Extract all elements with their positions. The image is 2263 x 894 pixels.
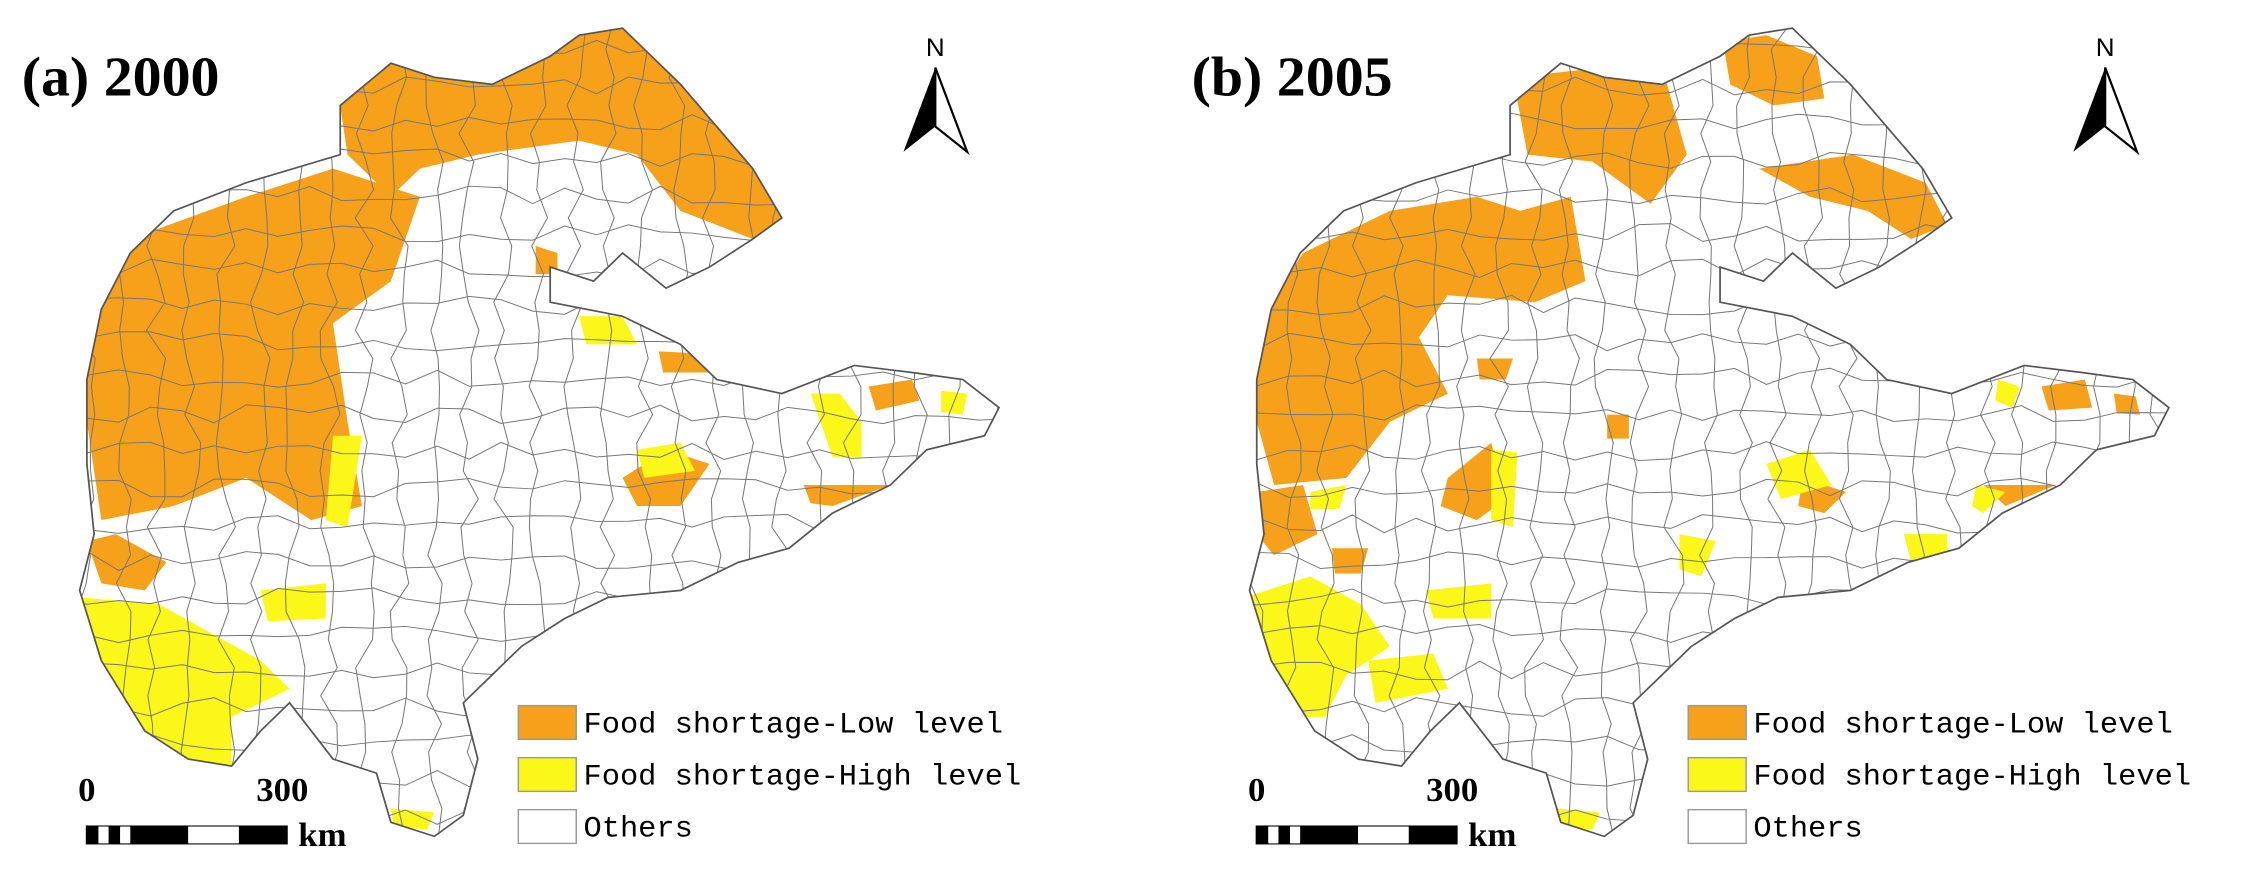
- scale-segment: [238, 826, 287, 844]
- panel-title: (b) 2005: [1192, 46, 1393, 108]
- district-area: [1426, 583, 1492, 619]
- legend-label: Food shortage-Low level: [583, 708, 1002, 741]
- north-arrow-left: [903, 67, 936, 152]
- region-outline: [78, 27, 1001, 838]
- district-area: [1759, 154, 1948, 239]
- district-area: [1440, 442, 1506, 521]
- district-border: [79, 369, 1000, 393]
- district-area: [1256, 484, 1318, 556]
- district-border: [1249, 441, 2169, 462]
- district-area: [1607, 414, 1629, 439]
- legend-label: Food shortage-Low level: [1753, 708, 2172, 741]
- district-area: [1491, 449, 1518, 528]
- district-area: [1256, 196, 1586, 485]
- district-area: [637, 442, 695, 478]
- district-border: [1249, 404, 2169, 424]
- district-area: [1368, 653, 1448, 703]
- scale-segment: [86, 826, 99, 844]
- north-label: N: [926, 35, 945, 63]
- district-area: [1995, 379, 2020, 408]
- district-border: [1558, 28, 1580, 837]
- map-panel: (a) 2000 N 0 300 km Food shortage-Low level Fo…: [22, 27, 1021, 854]
- scale-unit: km: [298, 817, 346, 854]
- legend-swatch: [517, 756, 577, 793]
- panel-title: (a) 2000: [22, 46, 220, 108]
- regions: [79, 28, 1000, 837]
- legend-swatch: [517, 808, 577, 845]
- district-border: [425, 28, 445, 837]
- district-border: [79, 28, 96, 837]
- district-border: [1249, 367, 2169, 390]
- district-area: [1513, 70, 1687, 204]
- scale-end: 300: [256, 772, 308, 809]
- district-area: [340, 28, 782, 239]
- north-arrow-right: [934, 67, 970, 156]
- north-label: N: [2096, 35, 2115, 63]
- scale-end: 300: [1426, 772, 1478, 809]
- region-outline: [1248, 27, 2170, 838]
- scale-unit: km: [1468, 817, 1516, 854]
- district-area: [868, 379, 920, 411]
- scale-segment: [1268, 826, 1279, 844]
- district-area: [1983, 484, 2056, 507]
- district-area: [1722, 35, 1825, 106]
- district-area: [579, 316, 638, 345]
- district-area: [803, 484, 891, 507]
- legend-swatch: [1687, 704, 1747, 741]
- scale-start: 0: [1248, 772, 1265, 809]
- district-area: [1971, 484, 2006, 514]
- scale-segment: [120, 826, 131, 844]
- legend-label: Food shortage-High level: [583, 760, 1021, 793]
- district-border: [354, 28, 375, 837]
- district-area: [1476, 358, 1514, 380]
- scale-segment: [1290, 826, 1301, 844]
- map-panel: (b) 2005 N 0 300 km Food shortage-Low level Fo…: [1192, 27, 2191, 854]
- district-area: [260, 583, 326, 622]
- district-area: [658, 351, 717, 373]
- legend-swatch: [1687, 808, 1747, 845]
- district-border: [1593, 28, 1615, 837]
- scale-segment: [130, 826, 189, 844]
- scale-segment: [1358, 826, 1409, 844]
- legend-label: Food shortage-High level: [1753, 760, 2191, 793]
- scale-segment: [1408, 826, 1457, 844]
- district-border: [389, 28, 410, 837]
- legend-label: Others: [1753, 812, 1862, 845]
- legend-label: Others: [583, 812, 692, 845]
- scale-segment: [108, 826, 121, 844]
- scale-segment: [1256, 826, 1269, 844]
- scale-segment: [1300, 826, 1359, 844]
- district-area: [325, 435, 362, 528]
- north-arrow-left: [2073, 67, 2106, 152]
- scale-segment: [98, 826, 109, 844]
- scale-start: 0: [78, 772, 95, 809]
- district-area: [86, 168, 420, 521]
- district-area: [2113, 393, 2140, 415]
- legend-swatch: [1687, 756, 1747, 793]
- district-border: [79, 404, 1000, 425]
- district-area: [1766, 449, 1832, 500]
- legend-swatch: [517, 704, 577, 741]
- north-arrow-right: [2104, 67, 2140, 156]
- district-border: [1524, 28, 1548, 837]
- district-area: [941, 390, 968, 415]
- scale-segment: [188, 826, 239, 844]
- district-area: [2041, 379, 2093, 411]
- scale-segment: [1278, 826, 1291, 844]
- district-area: [1679, 534, 1716, 577]
